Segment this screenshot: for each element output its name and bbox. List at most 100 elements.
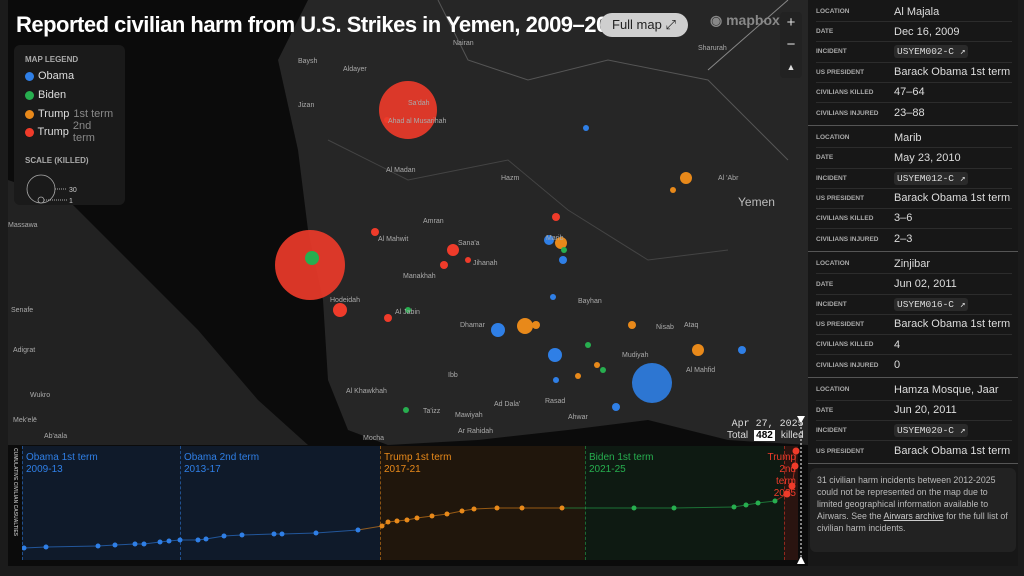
incident-marker[interactable] [403,407,409,413]
incident-marker[interactable] [583,125,589,131]
timeline-point[interactable] [271,531,277,537]
incident-incident-link[interactable]: USYEM002-C ↗ [894,45,969,59]
incident-marker[interactable] [550,294,556,300]
incident-marker[interactable] [628,321,636,329]
timeline-point[interactable] [313,530,319,536]
incident-marker[interactable] [384,314,392,322]
incident-marker[interactable] [465,257,471,263]
incident-marker[interactable] [632,363,672,403]
timeline-chart[interactable]: Obama 1st term 2009-13 Obama 2nd term 2013-… [22,446,808,566]
timeline-line [673,506,735,509]
incident-marker[interactable] [612,403,620,411]
timeline-point[interactable] [459,508,465,514]
timeline-point[interactable] [671,505,677,511]
incident-incident-link[interactable]: USYEM016-C ↗ [894,297,969,311]
incident-marker[interactable] [559,256,567,264]
timeline-point[interactable] [414,515,420,521]
incident-marker[interactable] [544,235,554,245]
incident-marker[interactable] [561,247,567,253]
incident-marker[interactable] [585,342,591,348]
timeline-point[interactable] [743,502,749,508]
timeline-point[interactable] [379,523,385,529]
incident-marker[interactable] [555,237,567,249]
timeline-point[interactable] [772,498,778,504]
incident-marker[interactable] [670,187,676,193]
timeline-point[interactable] [494,505,500,511]
incident-marker[interactable] [384,117,390,123]
timeline-point[interactable] [355,527,361,533]
place-label: Ad Dala' [494,401,521,408]
timeline-point[interactable] [519,505,525,511]
incident-marker[interactable] [440,261,448,269]
incident-marker[interactable] [447,244,459,256]
timeline-point[interactable] [731,504,737,510]
timeline-point[interactable] [279,531,285,537]
timeline-point[interactable] [221,533,227,539]
incident-marker[interactable] [491,323,505,337]
incident-marker[interactable] [575,373,581,379]
timeline-point[interactable] [195,537,201,543]
incident-card[interactable]: LOCATION Zinjibar DATE Jun 02, 2011 INCIDENT… [808,252,1018,379]
timeline-point[interactable] [788,482,796,490]
incident-card[interactable]: LOCATION Marib DATE May 23, 2010 INCIDENT USY… [808,126,1018,253]
timeline-point[interactable] [239,532,245,538]
timeline-line [416,515,433,519]
incident-date: Jun 02, 2011 [894,278,957,291]
timeline-point[interactable] [177,537,183,543]
incident-date: Jun 20, 2011 [894,404,957,417]
incident-marker[interactable] [275,230,345,300]
incident-marker[interactable] [548,348,562,362]
incident-marker[interactable] [692,344,704,356]
zoom-out-button[interactable]: − [786,36,796,53]
incident-marker[interactable] [405,307,411,313]
incident-marker[interactable] [552,213,560,221]
incident-card[interactable]: LOCATION Hamza Mosque, Jaar DATE Jun 20, 20… [808,378,1018,465]
place-label: Ar Rahidah [458,428,494,435]
incident-incident-link[interactable]: USYEM020-C ↗ [894,423,969,437]
airwars-archive-link[interactable]: Airwars archive [883,511,944,522]
place-label: Amran [423,218,444,225]
timeline-point[interactable] [157,539,163,545]
timeline-point[interactable] [755,500,761,506]
incident-marker[interactable] [379,81,437,139]
timeline-point[interactable] [444,511,450,517]
timeline-point[interactable] [631,505,637,511]
incident-panel[interactable]: LOCATION Al Majala DATE Dec 16, 2009 INCIDEN… [808,0,1018,566]
compass-button[interactable]: ▲ [786,62,796,72]
incident-marker[interactable] [600,367,606,373]
incident-marker[interactable] [371,228,379,236]
timeline-point[interactable] [43,544,49,550]
timeline-point[interactable] [791,462,799,470]
timeline-point[interactable] [132,541,138,547]
incident-marker[interactable] [594,362,600,368]
timeline-point[interactable] [95,543,101,549]
incident-marker[interactable] [305,251,319,265]
unmapped-note: 31 civilian harm incidents between 2012-… [810,468,1016,553]
incident-marker[interactable] [553,377,559,383]
timeline-point[interactable] [141,541,147,547]
timeline-point[interactable] [385,519,391,525]
incident-incident-link[interactable]: USYEM012-C ↗ [894,171,969,185]
timeline-point[interactable] [792,447,800,455]
timeline-point[interactable] [112,542,118,548]
incident-marker[interactable] [532,321,540,329]
zoom-controls: + − ▲ [780,12,802,78]
timeline-point[interactable] [203,536,209,542]
timeline-scrubber[interactable] [796,414,806,564]
incident-marker[interactable] [680,172,692,184]
full-map-button[interactable]: Full map ⤢ [600,13,688,37]
timeline-point[interactable] [22,545,27,551]
timeline-point[interactable] [394,518,400,524]
timeline-point[interactable] [166,538,172,544]
incident-marker[interactable] [517,318,533,334]
incident-marker[interactable] [333,303,347,317]
incident-marker[interactable] [738,346,746,354]
timeline-point[interactable] [429,513,435,519]
place-label: Ahad al Musarihah [388,118,447,125]
timeline-point[interactable] [559,505,565,511]
timeline-point[interactable] [783,490,791,498]
incident-card[interactable]: LOCATION Al Majala DATE Dec 16, 2009 INCIDEN… [808,0,1018,127]
timeline-point[interactable] [471,506,477,512]
zoom-in-button[interactable]: + [786,14,796,31]
timeline-point[interactable] [404,517,410,523]
